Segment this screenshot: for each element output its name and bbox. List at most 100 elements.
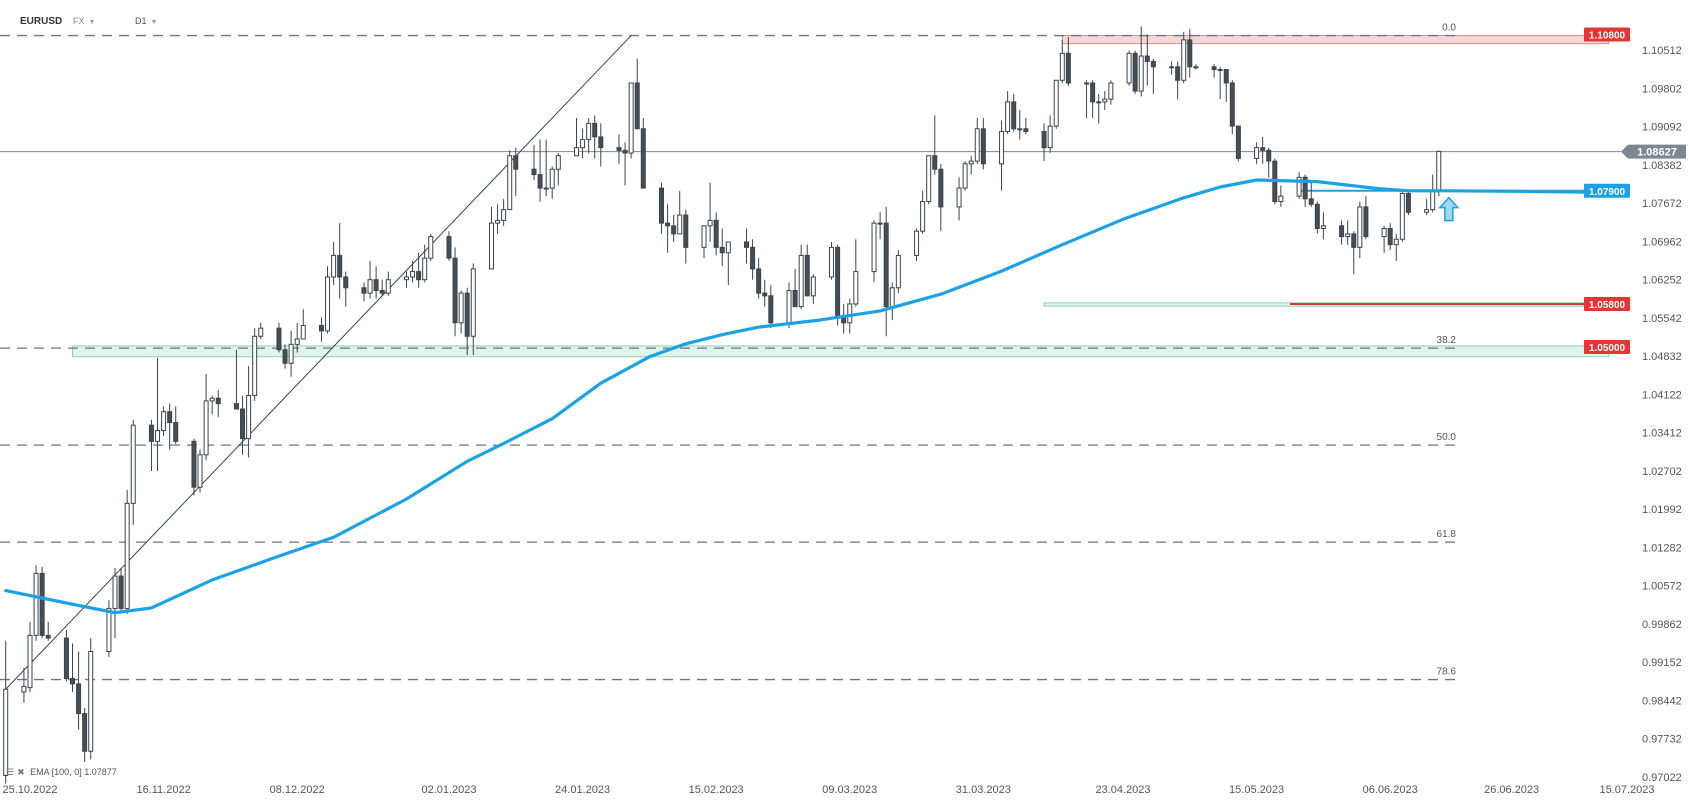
candle-body <box>45 634 51 639</box>
candle-body <box>428 236 434 259</box>
candle-body <box>1108 82 1114 100</box>
candle-body <box>980 128 986 165</box>
candle-body <box>580 139 586 149</box>
candle-body <box>1011 101 1017 130</box>
candle-body <box>1424 209 1430 213</box>
candle-body <box>659 187 665 224</box>
candle-body <box>161 411 167 432</box>
up-arrow-icon <box>1438 196 1460 222</box>
candle-body <box>1314 203 1320 229</box>
candle-body <box>385 279 391 294</box>
candle-body <box>1308 198 1314 205</box>
x-tick-label: 08.12.2022 <box>270 784 325 796</box>
candle-body <box>549 168 555 189</box>
candle-body <box>488 222 494 270</box>
candle-body <box>191 440 197 488</box>
candle-body <box>810 276 816 297</box>
price-tag <box>1584 183 1630 198</box>
candle-body <box>719 246 725 254</box>
candle-body <box>3 688 9 776</box>
candle-body <box>276 327 282 351</box>
candle-body <box>246 395 252 440</box>
price-tag <box>1584 296 1630 311</box>
candle-body <box>1193 66 1199 69</box>
price-tag-label: 1.05800 <box>1589 300 1626 311</box>
price-tag-pointer <box>1621 144 1628 159</box>
y-tick-label: 1.10512 <box>1642 45 1682 57</box>
x-tick-label: 24.01.2023 <box>555 784 610 796</box>
y-tick-label: 1.09092 <box>1642 122 1682 134</box>
candle-body <box>215 397 221 405</box>
candle-body <box>1059 52 1065 81</box>
price-tag-label: 1.10800 <box>1589 30 1626 41</box>
candle-body <box>507 155 513 211</box>
candle-body <box>1041 130 1047 149</box>
candle-body <box>446 236 452 259</box>
candle-body <box>543 187 549 190</box>
candle-body <box>343 276 349 289</box>
candle-body <box>1296 176 1302 197</box>
candle-body <box>167 411 173 423</box>
candle-body <box>616 147 622 151</box>
candle-body <box>586 122 592 141</box>
candle-body <box>33 572 39 636</box>
candle-body <box>1405 192 1411 213</box>
candle-body <box>403 276 409 281</box>
y-tick-label: 0.97022 <box>1642 772 1682 784</box>
candle-body <box>1302 176 1308 200</box>
x-tick-label: 31.03.2023 <box>956 784 1011 796</box>
candle-body <box>1266 149 1272 162</box>
y-tick-label: 1.07672 <box>1642 198 1682 210</box>
y-tick-label: 1.06252 <box>1642 275 1682 287</box>
candle-body <box>634 82 640 130</box>
candle-body <box>70 677 76 685</box>
fib-label: 61.8 <box>1437 529 1457 540</box>
candle-body <box>1430 190 1436 211</box>
y-tick-label: 1.09802 <box>1642 83 1682 95</box>
candle-body <box>27 634 33 689</box>
candle-body <box>416 271 422 281</box>
candle-body <box>1084 82 1090 85</box>
candle-body <box>555 155 561 170</box>
candle-body <box>1278 195 1284 203</box>
y-tick-label: 1.06962 <box>1642 236 1682 248</box>
close-icon[interactable]: ✖ <box>17 767 25 777</box>
candle-body <box>203 400 209 456</box>
candle-body <box>1229 82 1235 127</box>
candle-body <box>1090 82 1096 103</box>
candle-body <box>209 397 215 402</box>
candle-body <box>124 502 130 609</box>
candle-body <box>962 163 968 189</box>
instrument-type-dropdown[interactable]: FX ▼ <box>73 16 96 26</box>
candle-body <box>853 271 859 305</box>
candle-body <box>458 292 464 324</box>
x-tick-label: 15.02.2023 <box>689 784 744 796</box>
candle-body <box>829 246 835 278</box>
candle-body <box>1138 55 1144 92</box>
indicator-params: [100, 0] <box>51 767 82 777</box>
candle-body <box>847 303 853 324</box>
candle-body <box>1096 101 1102 104</box>
indicator-settings-icon[interactable]: ☰ <box>6 767 15 777</box>
candle-body <box>155 430 161 442</box>
candle-body <box>1065 52 1071 84</box>
chart-symbol[interactable]: EURUSD <box>20 16 63 27</box>
candle-body <box>798 254 804 308</box>
candle-body <box>337 254 343 278</box>
candle-body <box>628 82 634 154</box>
y-tick-label: 0.99152 <box>1642 657 1682 669</box>
candle-body <box>1023 128 1029 132</box>
indicator-legend[interactable]: ☰ ✖ EMA [100, 0] 1.07877 <box>6 767 117 778</box>
candle-body <box>938 168 944 208</box>
candle-body <box>1399 192 1405 240</box>
candle-body <box>1393 238 1399 246</box>
candle-body <box>1150 60 1156 68</box>
candle-body <box>622 149 628 154</box>
candle-body <box>926 155 932 203</box>
candle-body <box>895 254 901 289</box>
candle-body <box>106 607 112 653</box>
price-tag <box>1584 27 1630 42</box>
candle-body <box>762 292 768 297</box>
timeframe-dropdown[interactable]: D1 ▼ <box>135 16 158 26</box>
